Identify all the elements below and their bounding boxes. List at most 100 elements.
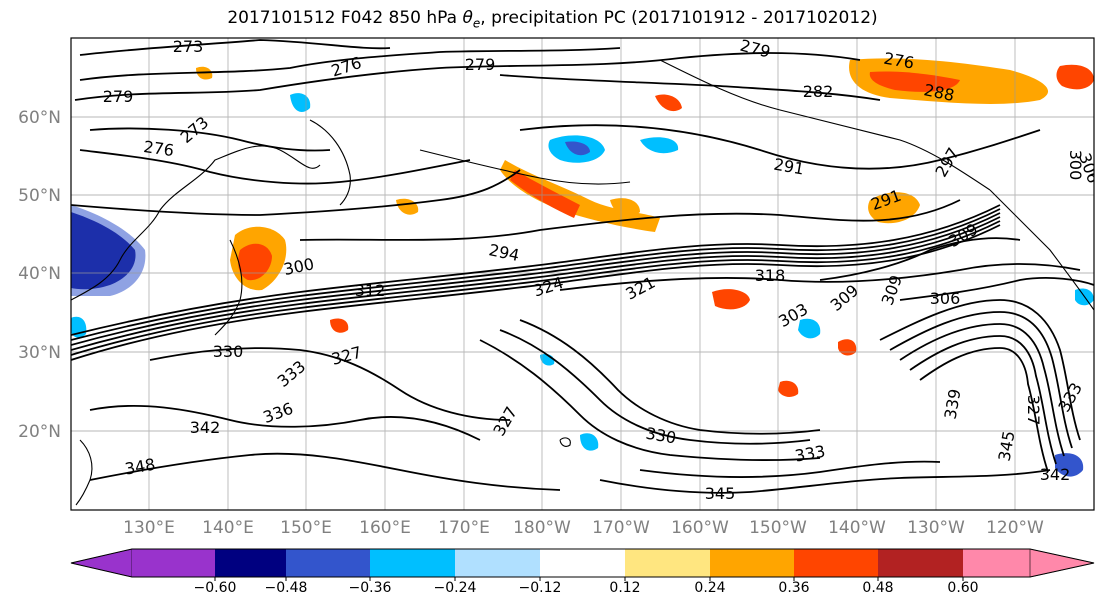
colorbar-segment [215,549,286,577]
contour-276b [89,127,331,152]
contour-291 [519,124,1041,170]
contour-label: 273 [173,37,204,56]
contour-jet-4 [71,216,1001,351]
contour-339 [639,460,941,478]
colorbar-tick-label: 0.60 [947,580,978,596]
contour-342 [89,405,481,441]
contour-pole-1 [79,149,471,185]
contour-label: 279 [738,36,772,62]
orange-patch-subtropic [838,339,857,356]
lat-tick-label: 30°N [18,343,61,363]
colorbar-tick-label: −0.24 [434,580,477,596]
coast-japan [214,239,243,336]
contour-label: 279 [465,55,496,74]
coast-kamchatka [309,119,351,206]
contour-label: 300 [1066,150,1085,181]
graticule [71,38,1094,510]
colorbar-tick-label: −0.60 [194,580,237,596]
contour-jet-5 [71,220,1001,356]
coast-northamerica [989,189,1094,311]
title-subscript: e [472,16,481,31]
coast-alaska [659,59,991,191]
contour-345 [599,469,1051,494]
orange-patch-northwest-coast [868,192,920,224]
contour-336 [149,347,511,421]
colorbar-segment [963,549,1030,577]
lat-tick-label: 50°N [18,186,61,206]
contour-label: 327 [1024,395,1043,426]
blue-patch-subtropic-east [1055,453,1084,477]
contour-label: 342 [1040,465,1071,484]
lon-tick-label: 130°W [907,518,965,538]
contour-282 [499,74,881,101]
colorbar-tick-label: 0.24 [694,580,725,596]
contour-sub-2 [889,311,1073,449]
contour-label: 312 [355,281,386,300]
lon-tick-label: 180°W [513,518,571,538]
lon-tick-label: 150°W [749,518,807,538]
contour-label: 318 [755,266,786,285]
colorbar-tick-label: 0.48 [862,580,893,596]
coast-hawaii [559,437,571,447]
contour-jet-1 [71,204,1001,336]
theta-e-contours [71,39,1094,494]
coast-asia [71,145,321,301]
contour-276 [79,47,621,81]
contour-sub-4 [909,335,1057,465]
longitude-ticks: 130°E 140°E 150°E 160°E 170°E 180°W 170°W 160°W… [123,518,1044,538]
red-band-jet [510,170,580,218]
blue-patch-central-north [640,137,679,154]
orange-patch-south [778,380,799,397]
contour-327 [519,319,821,435]
contour-348 [89,452,561,491]
lon-tick-label: 160°E [359,518,411,538]
contour-sub-1 [879,299,1081,441]
map-frame [70,37,1095,511]
contour-mid-1 [71,169,521,216]
lon-tick-label: 140°W [828,518,886,538]
contour-label: 342 [190,418,221,437]
contour-label: 282 [803,82,834,101]
colorbar-segment [286,549,370,577]
contour-318 [559,263,1081,291]
lon-tick-label: 130°E [123,518,175,538]
lon-tick-label: 140°E [202,518,254,538]
colorbar-segment [625,549,710,577]
figure-title: 2017101512 F042 850 hPa θe, precipitatio… [0,8,1105,30]
lon-tick-label: 150°E [280,518,332,538]
colorbar-tick-label: −0.48 [265,580,308,596]
blue-patch-pacific-south [580,433,599,451]
colorbar-extension-left [70,548,133,578]
contour-jet-3 [71,212,1001,346]
contour-label: 276 [142,137,175,160]
title-prefix: 2017101512 F042 850 hPa [227,8,463,28]
orange-patch-central [712,289,750,310]
orange-patch-sibera-east [655,94,682,112]
navy-patch-aleutian [565,141,590,156]
colorbar-segment [132,549,215,577]
coastlines [71,59,1094,506]
red-patch-gulf [869,71,960,92]
orange-patch-subtropic-2 [330,318,349,333]
lat-tick-label: 40°N [18,264,61,284]
contour-273 [79,39,391,56]
colorbar-segment [455,549,540,577]
contour-330 [499,329,811,445]
colorbar-tick-label: −0.12 [519,580,562,596]
contour-label: 306 [930,289,961,308]
contour-333 [479,339,821,462]
colorbar-segment [710,549,794,577]
lon-tick-label: 120°W [986,518,1044,538]
red-patch-asia [238,243,272,281]
blue-patch-siberia [290,93,311,112]
lon-tick-label: 170°W [592,518,650,538]
contour-label: 279 [103,87,134,106]
lon-tick-label: 160°W [671,518,729,538]
contour-jet-6 [71,224,1001,361]
coast-philippines [75,439,93,506]
colorbar-tick-label: 0.12 [609,580,640,596]
contour-sub-3 [899,323,1065,457]
coast-aleutians [419,149,631,185]
lat-tick-label: 60°N [18,108,61,128]
